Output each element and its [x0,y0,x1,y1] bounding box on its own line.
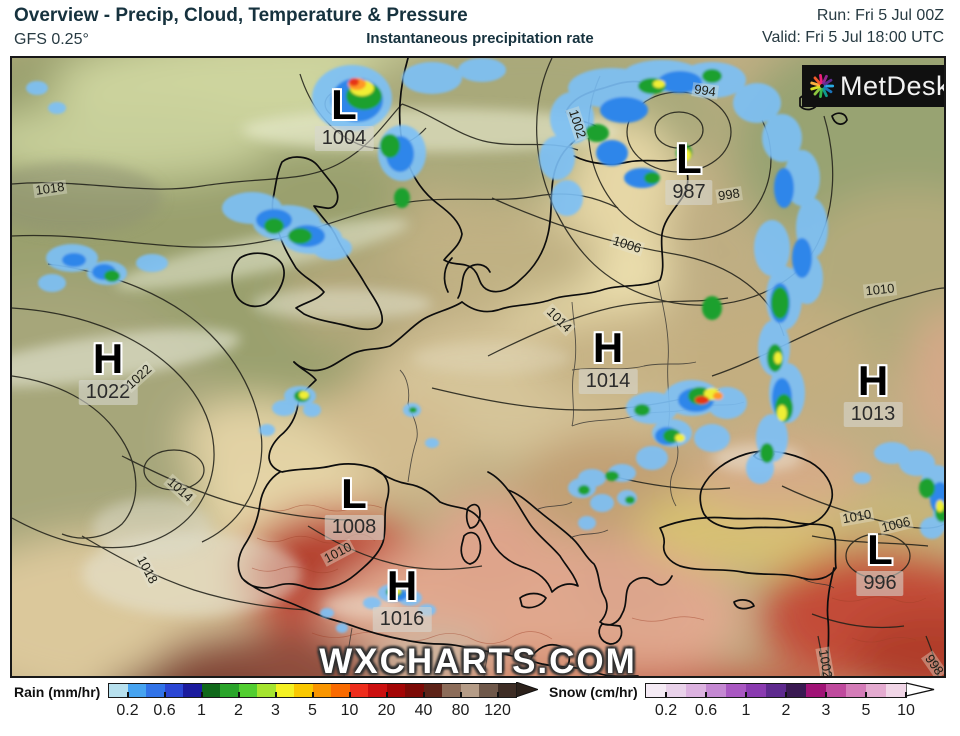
legend-tick-mark [237,692,240,697]
legend-segment [109,684,128,697]
legend-tick-mark [825,692,827,697]
legend-segment [386,684,405,697]
legend-tick-label: 2 [234,702,243,719]
legend-segment [257,684,276,697]
run-time-label: Run: Fri 5 Jul 00Z [816,7,944,24]
legend-tick-mark [126,692,129,697]
legend-tick-mark [905,692,907,697]
rain-colorbar-arrow [516,682,538,697]
legend-tick-label: 1 [741,702,751,719]
legend-segment [442,684,461,697]
legend-segment [220,684,239,697]
legend-segment [312,684,331,697]
legend-tick-label: 120 [484,702,511,719]
legend-segment [405,684,424,697]
legend-segment [497,684,516,697]
legend-tick-label: 10 [897,702,915,719]
legend-segment [479,684,498,697]
rain-colorbar [108,683,517,698]
legend-tick-mark [665,692,667,697]
legend-tick-label: 0.6 [694,702,718,719]
legend-tick-mark [274,692,277,697]
weather-map: L 1004 L 987 H 1022 H 1014 H 1013 L 1008 H 1016 L 996 10… [10,56,946,678]
legend-tick-label: 5 [308,702,317,719]
legend-segment [706,684,726,697]
legend-bar: Rain (mm/hr) 0.2 0.6 1 2 3 5 10 20 40 80 120 Snow … [0,678,960,736]
legend-segment [201,684,220,697]
metdesk-logo: MetDesk [802,65,946,107]
legend-tick-label: 0.6 [153,702,176,719]
legend-segment [368,684,387,697]
legend-segment [666,684,686,697]
legend-segment [127,684,146,697]
legend-segment [686,684,706,697]
legend-tick-mark [385,692,388,697]
legend-segment [786,684,806,697]
legend-segment [331,684,350,697]
legend-segment [146,684,165,697]
legend-tick-label: 0.2 [654,702,678,719]
legend-tick-label: 3 [821,702,831,719]
page-title: Overview - Precip, Cloud, Temperature & … [14,5,468,26]
legend-tick-mark [745,692,747,697]
model-label: GFS 0.25° [14,31,89,48]
legend-tick-mark [422,692,425,697]
legend-segment [275,684,294,697]
legend-tick-mark [200,692,203,697]
legend-tick-mark [785,692,787,697]
legend-segment [164,684,183,697]
snow-colorbar-arrow [906,682,935,697]
legend-tick-mark [705,692,707,697]
legend-segment [294,684,313,697]
legend-tick-label: 1 [197,702,206,719]
metdesk-pinwheel-icon [810,74,835,98]
legend-tick-mark [459,692,462,697]
valid-time-label: Valid: Fri 5 Jul 18:00 UTC [762,29,944,46]
legend-tick-label: 3 [271,702,280,719]
legend-segment [846,684,866,697]
legend-segment [349,684,368,697]
legend-segment [886,684,906,697]
layer-subtitle: Instantaneous precipitation rate [366,30,594,47]
legend-segment [460,684,479,697]
metdesk-logo-text: MetDesk [839,70,946,101]
legend-segment [826,684,846,697]
snow-legend-label: Snow (cm/hr) [549,684,638,700]
legend-tick-label: 10 [340,702,359,719]
legend-segment [806,684,826,697]
legend-tick-mark [496,692,499,697]
legend-tick-label: 5 [861,702,871,719]
legend-segment [746,684,766,697]
legend-segment [646,684,666,697]
snow-colorbar [645,683,907,698]
legend-tick-label: 20 [377,702,396,719]
legend-segment [183,684,202,697]
watermark: WXCHARTS.COM [319,642,637,678]
legend-tick-mark [348,692,351,697]
legend-segment [726,684,746,697]
legend-tick-mark [865,692,867,697]
rain-legend-label: Rain (mm/hr) [14,684,101,700]
legend-segment [423,684,442,697]
weather-map-painting [12,58,944,676]
legend-tick-label: 0.2 [116,702,139,719]
legend-tick-mark [311,692,314,697]
legend-segment [238,684,257,697]
legend-segment [766,684,786,697]
legend-tick-label: 2 [781,702,791,719]
legend-tick-label: 40 [414,702,433,719]
legend-segment [866,684,886,697]
legend-tick-mark [163,692,166,697]
legend-tick-label: 80 [451,702,470,719]
